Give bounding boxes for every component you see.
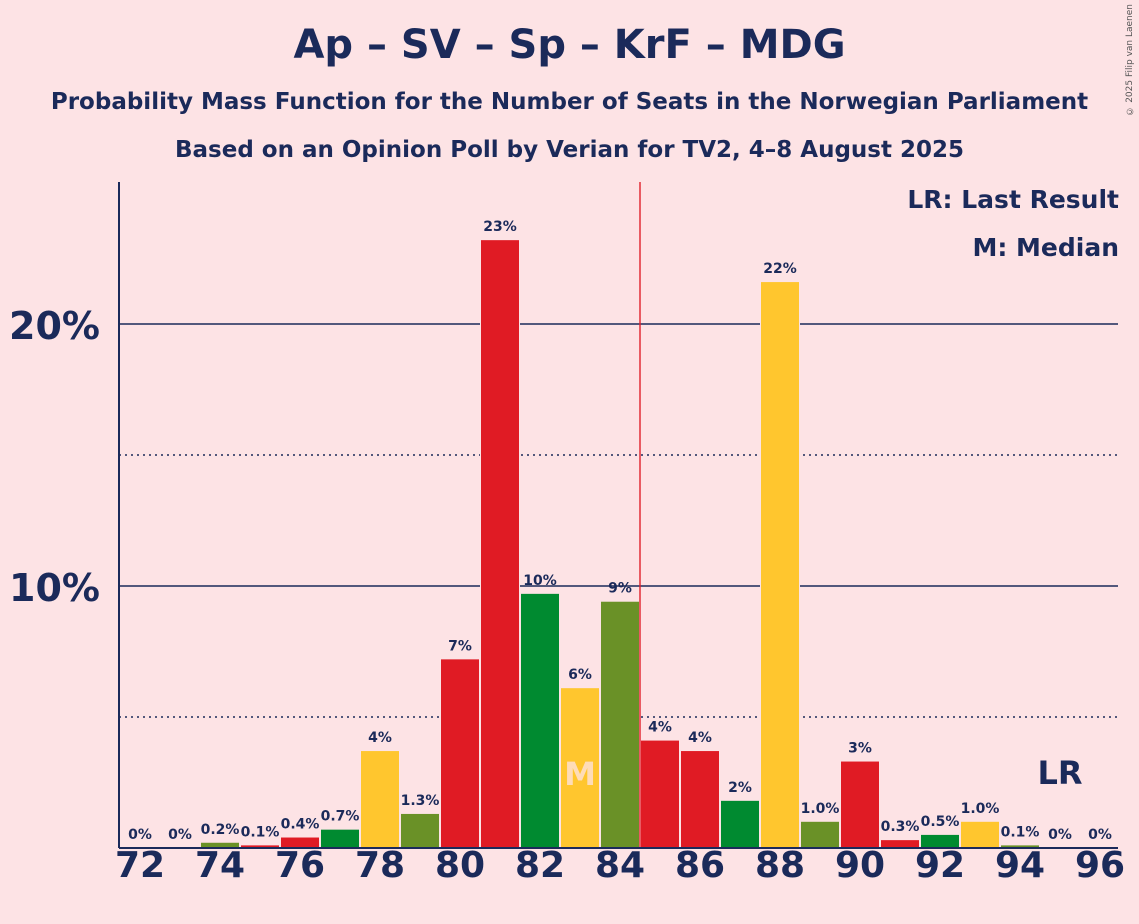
bar-value-label: 3%	[848, 741, 872, 757]
bar-seat-83	[561, 688, 599, 848]
x-tick-label: 84	[595, 845, 645, 886]
bar-value-label: 0%	[128, 827, 152, 843]
bar-value-label: 6%	[568, 667, 592, 683]
bar-seat-90	[841, 761, 879, 848]
bar-value-label: 1.3%	[401, 793, 440, 809]
bar-value-label: 0.1%	[1001, 824, 1040, 840]
bar-seat-85	[641, 740, 679, 848]
y-tick-label: 10%	[9, 566, 100, 610]
bar-value-label: 0.3%	[881, 819, 920, 835]
bar-value-label: 0%	[1048, 827, 1072, 843]
bar-value-label: 4%	[688, 730, 712, 746]
chart-subtitle-poll: Based on an Opinion Poll by Verian for T…	[174, 137, 965, 163]
bar-value-label: 4%	[368, 730, 392, 746]
bar-value-label: 0.2%	[201, 822, 240, 838]
bar-value-label: 0%	[168, 827, 192, 843]
chart-subtitle: Probability Mass Function for the Number…	[50, 89, 1089, 115]
bar-value-label: 2%	[728, 780, 752, 796]
bar-value-label: 0.1%	[241, 824, 280, 840]
bar-value-label: 0.7%	[321, 809, 360, 825]
bar-seat-80	[441, 659, 479, 848]
bar-value-label: 1.0%	[801, 801, 840, 817]
bar-seat-75	[241, 845, 279, 848]
bar-seat-89	[801, 821, 839, 848]
bar-seat-84	[601, 601, 639, 848]
bar-value-label: 7%	[448, 638, 472, 654]
bar-value-label: 23%	[483, 219, 517, 235]
chart-title: Ap – SV – Sp – KrF – MDG	[293, 22, 846, 68]
bar-seat-77	[321, 829, 359, 848]
last-result-marker: LR	[1037, 754, 1082, 792]
bar-seat-79	[401, 813, 439, 848]
bar-seat-76	[281, 837, 319, 848]
x-tick-label: 96	[1075, 845, 1125, 886]
bar-value-label: 0.4%	[281, 817, 320, 833]
bar-seat-92	[921, 834, 959, 848]
x-tick-label: 90	[835, 845, 885, 886]
bar-seat-82	[521, 593, 559, 848]
y-tick-label: 20%	[9, 304, 100, 348]
bar-seat-93	[961, 821, 999, 848]
x-tick-label: 82	[515, 845, 565, 886]
bar-value-label: 22%	[763, 261, 797, 277]
x-tick-label: 78	[355, 845, 405, 886]
bar-seat-94	[1001, 845, 1039, 848]
bar-seat-78	[361, 751, 399, 848]
x-tick-label: 92	[915, 845, 965, 886]
x-tick-label: 80	[435, 845, 485, 886]
bar-value-label: 9%	[608, 581, 632, 597]
bar-seat-87	[721, 800, 759, 848]
x-tick-label: 74	[195, 845, 245, 886]
bar-value-label: 4%	[648, 720, 672, 736]
bar-value-label: 0.5%	[921, 814, 960, 830]
bar-seat-81	[481, 240, 519, 848]
x-tick-label: 94	[995, 845, 1045, 886]
bar-value-label: 0%	[1088, 827, 1112, 843]
median-marker: M	[564, 755, 596, 793]
bar-seat-86	[681, 751, 719, 848]
bar-value-label: 1.0%	[961, 801, 1000, 817]
bar-value-label: 10%	[523, 573, 557, 589]
bar-seat-91	[881, 840, 919, 848]
bar-seat-74	[201, 842, 239, 848]
legend-last-result: LR: Last Result	[907, 185, 1119, 214]
legend-median: M: Median	[972, 233, 1119, 262]
x-tick-label: 86	[675, 845, 725, 886]
x-tick-label: 88	[755, 845, 805, 886]
x-tick-label: 76	[275, 845, 325, 886]
x-tick-label: 72	[115, 845, 165, 886]
bar-seat-88	[761, 282, 799, 849]
